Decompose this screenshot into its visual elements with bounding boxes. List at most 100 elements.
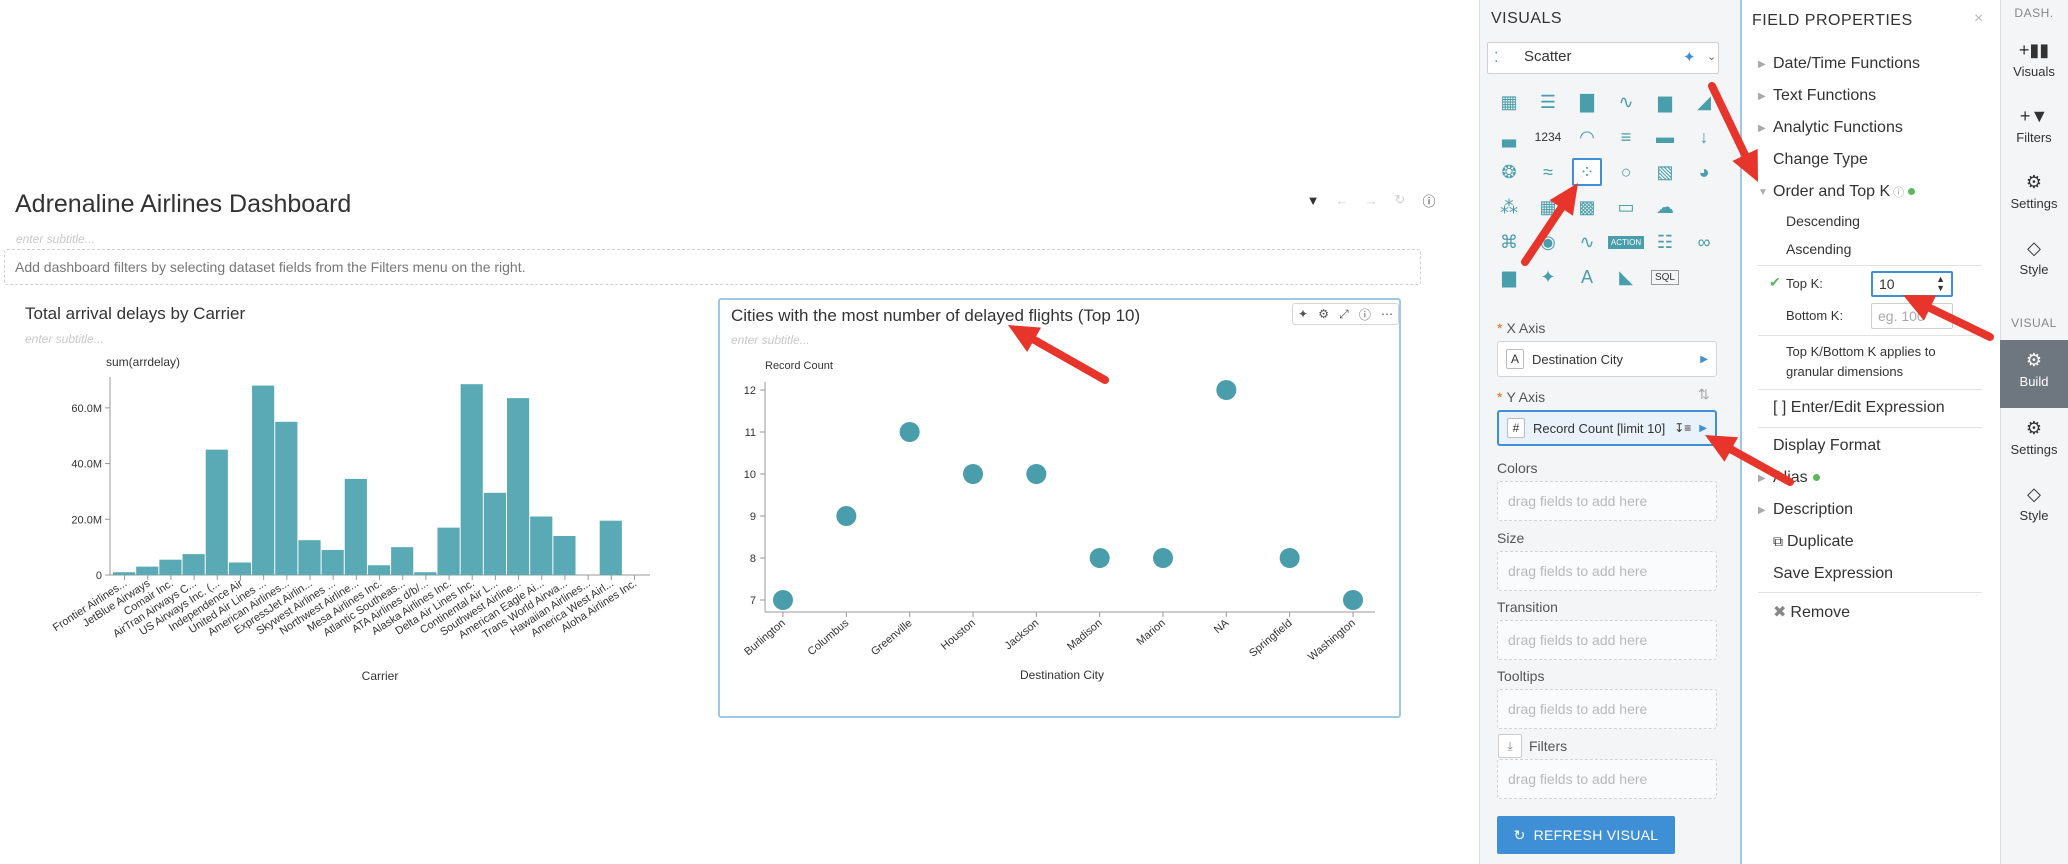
visual-type-select[interactable] (1487, 42, 1719, 74)
forward-arrow-icon[interactable]: → (1364, 192, 1378, 208)
info-icon[interactable]: ⓘ (1422, 193, 1436, 209)
save-expression-item[interactable]: Save Expression (1773, 565, 1894, 582)
chevron-down-icon[interactable]: ⌄ (1707, 51, 1717, 63)
text-rich-glyph: ☷ (1656, 231, 1674, 252)
refresh-icon[interactable]: ↻ (1394, 192, 1406, 207)
shelf-dropzone-size[interactable]: drag fields to add here (1497, 551, 1717, 591)
bullet-glyph: ▬ (1656, 126, 1674, 147)
visual-type-kpi-icon[interactable]: 1234 (1533, 123, 1563, 151)
enter-edit-expression-item[interactable]: [ ] Enter/Edit Expression (1773, 399, 1945, 416)
sparkle-icon[interactable]: ✦ (1298, 307, 1309, 321)
visual-type-action-icon[interactable]: ACTION (1607, 228, 1645, 256)
descending-option[interactable]: Descending (1786, 213, 1860, 229)
visual-type-extension-icon[interactable]: ✦ (1533, 263, 1563, 291)
more-icon[interactable]: ⋯ (1380, 307, 1393, 321)
caret-right-icon[interactable]: ▶ (1700, 353, 1708, 365)
visual-type-word-cloud-icon[interactable]: ☁ (1650, 193, 1680, 221)
visual-type-text-rich-icon[interactable]: ☷ (1650, 228, 1680, 256)
info-icon[interactable]: ⓘ (1358, 307, 1371, 322)
tab-style[interactable]: ◇ Style (2019, 238, 2049, 277)
stepper-icon[interactable]: ▲ ▼ (1936, 274, 1945, 293)
filter-icon[interactable]: ▼ (1306, 192, 1320, 208)
visual-type-heatmap-icon[interactable]: ▦ (1533, 193, 1563, 221)
refresh-visual-button[interactable]: ↻ REFRESH VISUAL (1497, 816, 1675, 854)
bottomk-input[interactable]: eg. 100 (1871, 303, 1953, 329)
visual2-title[interactable]: Cities with the most number of delayed f… (731, 306, 1141, 325)
visual-type-list-icon[interactable]: ≡ (1611, 123, 1641, 151)
visual-type-cross-tab-icon[interactable]: ☰ (1533, 88, 1563, 116)
visual1-title[interactable]: Total arrival delays by Carrier (25, 304, 246, 323)
shelf-dropzone-tooltips[interactable]: drag fields to add here (1497, 689, 1717, 729)
visual-type-packed-bubbles-icon[interactable]: ❂ (1494, 158, 1524, 186)
topk-note-line1: Top K/Bottom K applies to (1786, 344, 1936, 359)
visual-type-map-interactive-icon[interactable]: ◉ (1533, 228, 1563, 256)
visual-type-rich-text-icon[interactable]: A (1572, 263, 1602, 291)
visual-type-histogram-2-icon[interactable]: ▆ (1494, 263, 1524, 291)
visual-type-radial-icon[interactable]: ▧ (1650, 158, 1680, 186)
visual-type-bullet-icon[interactable]: ▬ (1650, 123, 1680, 151)
visual-type-gauge-icon[interactable]: ◠ (1572, 123, 1602, 151)
gears-icon: ⚙ (2025, 418, 2043, 438)
visual-type-chord-icon[interactable]: ∞ (1689, 228, 1719, 256)
visual-type-map-icon[interactable]: ⌘ (1494, 228, 1524, 256)
tab-visual-settings[interactable]: ⚙ Settings (2010, 418, 2058, 457)
x-axis-field[interactable]: A Destination City ▶ (1497, 341, 1717, 377)
visual-type-histogram-icon[interactable]: ▃ (1494, 123, 1524, 151)
visual-type-sparkline-icon[interactable]: ∿ (1572, 228, 1602, 256)
visual-type-scatter-icon[interactable]: ⁘ (1572, 158, 1602, 186)
visual2-subtitle[interactable]: enter subtitle... (731, 333, 810, 347)
shelf-dropzone-colors[interactable]: drag fields to add here (1497, 481, 1717, 521)
y-axis-field[interactable]: # Record Count [limit 10] ↧≡ ▶ (1497, 410, 1717, 446)
visual-type-correlation-flow-icon[interactable]: ≈ (1533, 158, 1563, 186)
visual-type-calendar-heatmap-icon[interactable]: ▩ (1572, 193, 1602, 221)
duplicate-item[interactable]: ⧉ Duplicate (1773, 533, 1854, 550)
dashboard-subtitle-input[interactable]: enter subtitle... (16, 232, 95, 246)
sparkle-icon[interactable]: ✦ (1683, 49, 1696, 66)
tab-visuals[interactable]: +▮▮ Visuals (2013, 40, 2055, 79)
scatter-point (963, 464, 983, 484)
close-icon[interactable]: × (1974, 10, 1984, 27)
change-type-item[interactable]: Change Type (1773, 151, 1868, 168)
shelf-dropzone-filters[interactable]: drag fields to add here (1497, 759, 1717, 799)
expand-icon[interactable]: ⤢ (1339, 306, 1349, 321)
tab-filters[interactable]: +▼ Filters (2016, 106, 2052, 145)
text-functions-item[interactable]: Text Functions (1773, 87, 1877, 104)
tab-settings[interactable]: ⚙ Settings (2010, 172, 2058, 211)
remove-item[interactable]: ✖ Remove (1773, 604, 1850, 621)
dashboard-filter-area[interactable]: Add dashboard filters by selecting datas… (4, 249, 1421, 285)
gear-icon[interactable]: ⚙ (1318, 307, 1329, 321)
sort-desc-icon[interactable]: ↧≡ (1674, 421, 1692, 435)
visual-type-progress-icon[interactable]: ↓ (1689, 123, 1719, 151)
visual-type-image-icon[interactable]: ▭ (1611, 193, 1641, 221)
ascending-option[interactable]: Ascending (1786, 241, 1852, 257)
bar (391, 547, 414, 575)
analytic-functions-item[interactable]: Analytic Functions (1773, 119, 1903, 136)
visual-type-bar-icon[interactable]: ▇ (1572, 88, 1602, 116)
tab-visual-style[interactable]: ◇ Style (2019, 484, 2049, 523)
visual-type-network-icon[interactable]: ⁂ (1494, 193, 1524, 221)
visual-type-gantt-icon[interactable]: ◣ (1611, 263, 1641, 291)
visual1-subtitle[interactable]: enter subtitle... (25, 332, 104, 346)
tab-build[interactable] (2000, 340, 2068, 408)
visual2-container[interactable] (718, 298, 1401, 718)
back-arrow-icon[interactable]: ← (1335, 192, 1349, 208)
display-format-item[interactable]: Display Format (1773, 437, 1881, 454)
swap-axes-icon[interactable]: ⇅ (1698, 386, 1710, 402)
tab-build-content[interactable]: ⚙ Build (2019, 350, 2049, 389)
visual-type-combo-icon[interactable]: ▆ (1650, 88, 1680, 116)
caret-right-icon[interactable]: ▶ (1699, 422, 1707, 434)
visual-type-line-icon[interactable]: ∿ (1611, 88, 1641, 116)
alias-item[interactable]: Alias (1773, 469, 1820, 487)
datetime-functions-item[interactable]: Date/Time Functions (1773, 55, 1921, 72)
description-item[interactable]: Description (1773, 501, 1854, 518)
histogram-2-glyph: ▆ (1502, 266, 1516, 287)
visual-type-area-icon[interactable]: ◢ (1689, 88, 1719, 116)
shelf-dropzone-transition[interactable]: drag fields to add here (1497, 620, 1717, 660)
topk-input[interactable]: 10 ▲ ▼ (1871, 271, 1953, 297)
visual-type-table-icon[interactable]: ▦ (1494, 88, 1524, 116)
visual-type-donut-icon[interactable]: ○ (1611, 158, 1641, 186)
visual-type-sql-icon[interactable]: SQL (1650, 263, 1680, 291)
visual-type-pie-icon[interactable]: ◕ (1689, 158, 1719, 186)
dashboard-title[interactable]: Adrenaline Airlines Dashboard (15, 190, 352, 218)
